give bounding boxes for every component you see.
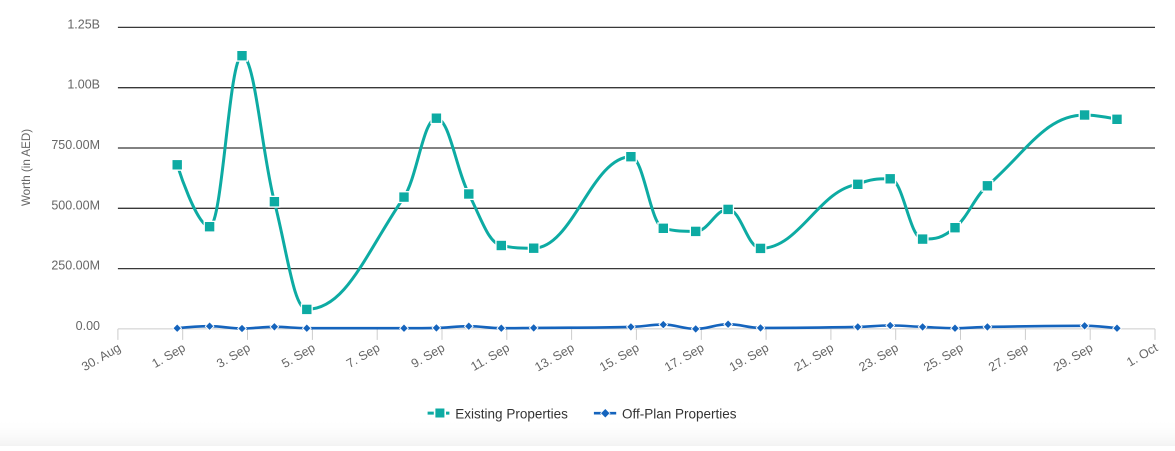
svg-text:Off-Plan Properties: Off-Plan Properties	[622, 406, 737, 421]
svg-text:0.00: 0.00	[76, 319, 100, 333]
svg-text:1.25B: 1.25B	[67, 17, 100, 31]
svg-text:Existing Properties: Existing Properties	[455, 406, 568, 421]
svg-text:500.00M: 500.00M	[51, 198, 100, 212]
svg-text:1.00B: 1.00B	[67, 78, 100, 92]
svg-text:Worth (in AED): Worth (in AED)	[20, 129, 33, 206]
svg-text:750.00M: 750.00M	[51, 138, 100, 152]
svg-text:250.00M: 250.00M	[51, 259, 100, 273]
